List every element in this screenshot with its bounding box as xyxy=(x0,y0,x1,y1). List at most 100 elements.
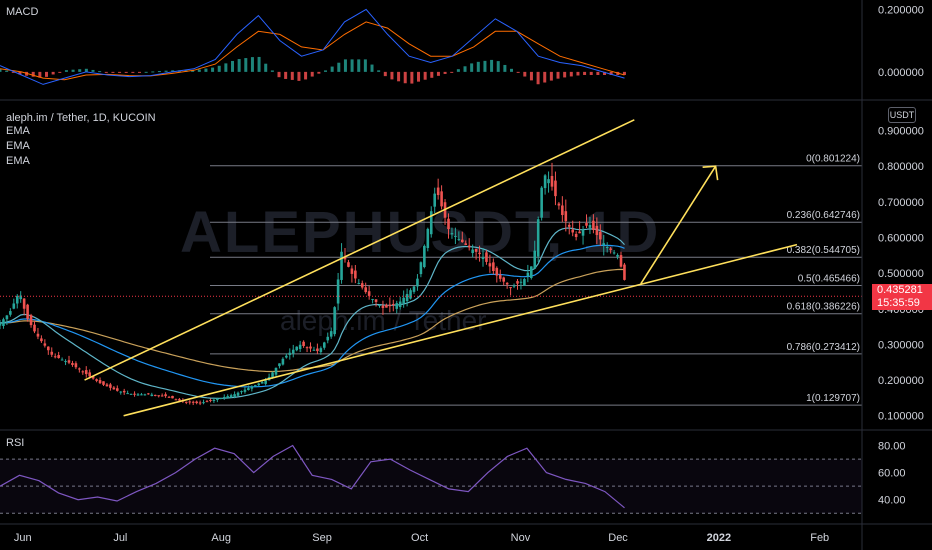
candle-body xyxy=(174,399,178,401)
macd-histogram-bar xyxy=(583,71,587,75)
candle-body xyxy=(222,397,226,399)
time-axis-label: 2022 xyxy=(707,532,731,544)
last-price-tag: 0.435281 xyxy=(872,284,932,297)
macd-histogram-bar xyxy=(536,71,540,85)
macd-histogram-bar xyxy=(483,60,487,72)
macd-axis-label: 0.000000 xyxy=(878,67,924,79)
candle-body xyxy=(581,229,585,236)
macd-histogram-bar xyxy=(138,71,142,73)
candle-body xyxy=(412,286,416,292)
candle-body xyxy=(295,346,298,351)
macd-histogram-bar xyxy=(397,71,401,82)
currency-badge[interactable]: USDT xyxy=(888,107,916,123)
candle-body xyxy=(160,395,164,397)
candle-body xyxy=(43,343,47,346)
candle-body xyxy=(578,231,581,234)
candle-body xyxy=(481,257,485,260)
candle-body xyxy=(150,394,154,397)
macd-label: MACD xyxy=(6,6,39,18)
candle-body xyxy=(157,395,160,397)
macd-histogram-bar xyxy=(290,71,294,80)
macd-pane[interactable]: 0.200000 0.000000 xyxy=(0,4,924,85)
fib-label: 1(0.129707) xyxy=(806,393,860,404)
macd-histogram-bar xyxy=(324,70,328,72)
candle-body xyxy=(395,303,399,309)
candle-body xyxy=(619,255,623,267)
candle-body xyxy=(219,398,223,400)
candle-body xyxy=(257,383,261,386)
ema-legend-1[interactable]: EMA xyxy=(6,125,30,137)
macd-histogram-bar xyxy=(569,71,573,77)
macd-histogram-bar xyxy=(84,68,88,72)
macd-line xyxy=(0,8,625,85)
candle-body xyxy=(478,252,481,255)
macd-histogram-bar xyxy=(496,61,500,72)
macd-histogram-bar xyxy=(151,71,155,73)
candle-body xyxy=(212,399,216,401)
candle-body xyxy=(229,395,233,398)
candle-body xyxy=(495,267,499,276)
candle-body xyxy=(571,229,574,233)
arrow-head xyxy=(702,165,719,181)
time-axis-label: Jul xyxy=(113,532,127,544)
time-axis[interactable]: Jun Jul Aug Sep Oct Nov Dec 2022 Feb xyxy=(14,532,829,544)
candle-body xyxy=(102,381,105,385)
macd-histogram-bar xyxy=(543,71,547,83)
candle-body xyxy=(2,319,5,327)
candle-body xyxy=(271,372,274,378)
macd-histogram-bar xyxy=(390,71,394,80)
candle-body xyxy=(15,295,19,304)
candle-body xyxy=(233,394,236,397)
candle-body xyxy=(60,359,64,361)
candle-body xyxy=(319,348,323,353)
candle-body xyxy=(109,384,112,388)
macd-histogram-bar xyxy=(98,71,102,73)
macd-histogram-bar xyxy=(124,71,128,73)
candle-body xyxy=(505,282,509,285)
macd-histogram-bar xyxy=(250,57,254,72)
macd-histogram-bar xyxy=(430,71,434,78)
rsi-axis-label: 40.00 xyxy=(878,495,906,507)
candle-body xyxy=(602,243,606,246)
macd-histogram-bar xyxy=(270,70,274,72)
candle-body xyxy=(153,394,157,396)
macd-histogram-bar xyxy=(563,71,567,78)
candle-body xyxy=(426,228,430,248)
fib-label: 0.786(0.273412) xyxy=(787,342,860,353)
candle-body xyxy=(402,297,405,304)
macd-histogram-bar xyxy=(257,56,261,72)
candle-body xyxy=(409,290,412,299)
candle-body xyxy=(105,384,109,387)
candle-body xyxy=(364,287,367,293)
candle-body xyxy=(9,311,12,315)
candle-body xyxy=(53,356,57,358)
time-axis-label: Sep xyxy=(312,532,332,544)
fib-label: 0.236(0.642746) xyxy=(787,210,860,221)
candle-body xyxy=(95,379,98,381)
macd-histogram-bar xyxy=(410,71,414,84)
macd-histogram-bar xyxy=(71,69,75,72)
macd-histogram-bar xyxy=(549,71,553,81)
candle-body xyxy=(336,279,340,304)
candle-body xyxy=(178,399,181,401)
candle-body xyxy=(433,193,436,207)
macd-histogram-bar xyxy=(197,69,201,72)
rsi-pane[interactable]: 80.00 60.00 40.00 xyxy=(0,441,906,514)
rsi-label: RSI xyxy=(6,437,25,449)
macd-histogram-bar xyxy=(64,70,68,72)
macd-histogram-bar xyxy=(277,71,281,78)
candle-body xyxy=(129,393,133,395)
candle-body xyxy=(254,385,257,387)
macd-histogram-bar xyxy=(510,68,514,72)
candle-body xyxy=(388,304,392,307)
candle-body xyxy=(47,346,50,351)
macd-histogram-bar xyxy=(317,71,321,74)
ema-legend-2[interactable]: EMA xyxy=(6,140,30,152)
symbol-title[interactable]: aleph.im / Tether, 1D, KUCOIN xyxy=(6,112,156,124)
macd-histogram-bar xyxy=(357,59,361,72)
macd-histogram-bar xyxy=(131,71,135,73)
ema-legend-3[interactable]: EMA xyxy=(6,155,30,167)
macd-histogram-bar xyxy=(529,71,533,81)
